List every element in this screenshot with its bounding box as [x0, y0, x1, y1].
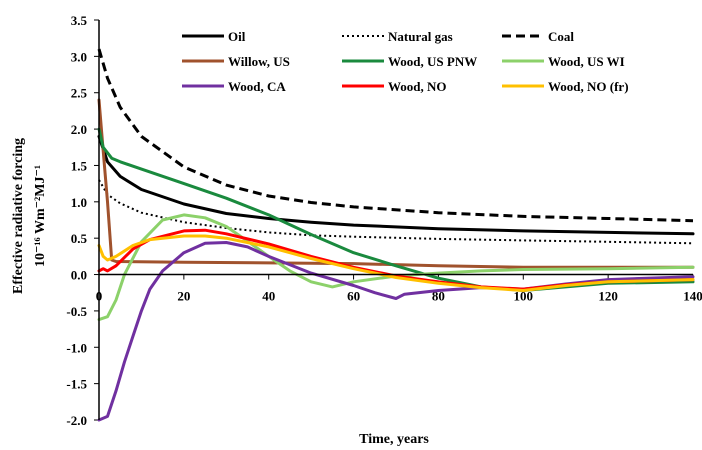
legend-label-6: Wood, CA	[228, 79, 286, 94]
y-tick-label: 1.0	[71, 195, 87, 210]
y-axis-label-line2: 10⁻¹⁶ Wm⁻²MJ⁻¹	[33, 165, 48, 267]
y-tick-label: 0.0	[71, 268, 87, 283]
legend-label-1: Natural gas	[388, 29, 453, 44]
y-tick-label: 2.5	[71, 86, 88, 101]
legend-label-4: Wood, US PNW	[388, 54, 477, 69]
legend-label-5: Wood, US WI	[548, 54, 625, 69]
x-tick-label: 100	[514, 289, 534, 304]
legend-label-0: Oil	[228, 29, 246, 44]
legend: Oil Natural gas Coal Willow, US Wood, US PNW…	[182, 29, 629, 94]
x-tick-label: 20	[177, 289, 190, 304]
y-tick-label: -1.5	[66, 377, 87, 392]
x-tick-label: 140	[683, 289, 702, 304]
y-axis-label-line1: Effective radiative forcing	[11, 138, 26, 294]
x-tick-label: 120	[598, 289, 618, 304]
y-tick-label: -0.5	[66, 304, 87, 319]
series-line-3	[97, 98, 695, 269]
y-axis-ticks: -2.0 -1.5 -1.0 -0.5 0.0 0.5 1.0 1.5 2.0 2.5 3.0 3.5	[66, 13, 99, 428]
series-line-8	[97, 234, 695, 292]
legend-label-3: Willow, US	[228, 54, 290, 69]
x-tick-label: 40	[262, 289, 275, 304]
legend-label-7: Wood, NO	[388, 79, 447, 94]
series-line-2	[97, 48, 694, 223]
x-axis-label: Time, years	[359, 432, 429, 447]
series-lines	[97, 48, 695, 422]
y-tick-label: 0.5	[71, 231, 88, 246]
y-tick-label: 2.0	[71, 122, 87, 137]
y-tick-label: -1.0	[66, 340, 87, 355]
legend-label-2: Coal	[548, 29, 574, 44]
x-tick-label: 60	[347, 289, 360, 304]
y-tick-label: 1.5	[71, 158, 88, 173]
y-tick-label: 3.0	[71, 49, 87, 64]
series-line-0	[97, 134, 695, 236]
y-tick-label: -2.0	[66, 413, 87, 428]
legend-label-8: Wood, NO (fr)	[548, 79, 629, 94]
y-tick-label: 3.5	[71, 13, 88, 28]
